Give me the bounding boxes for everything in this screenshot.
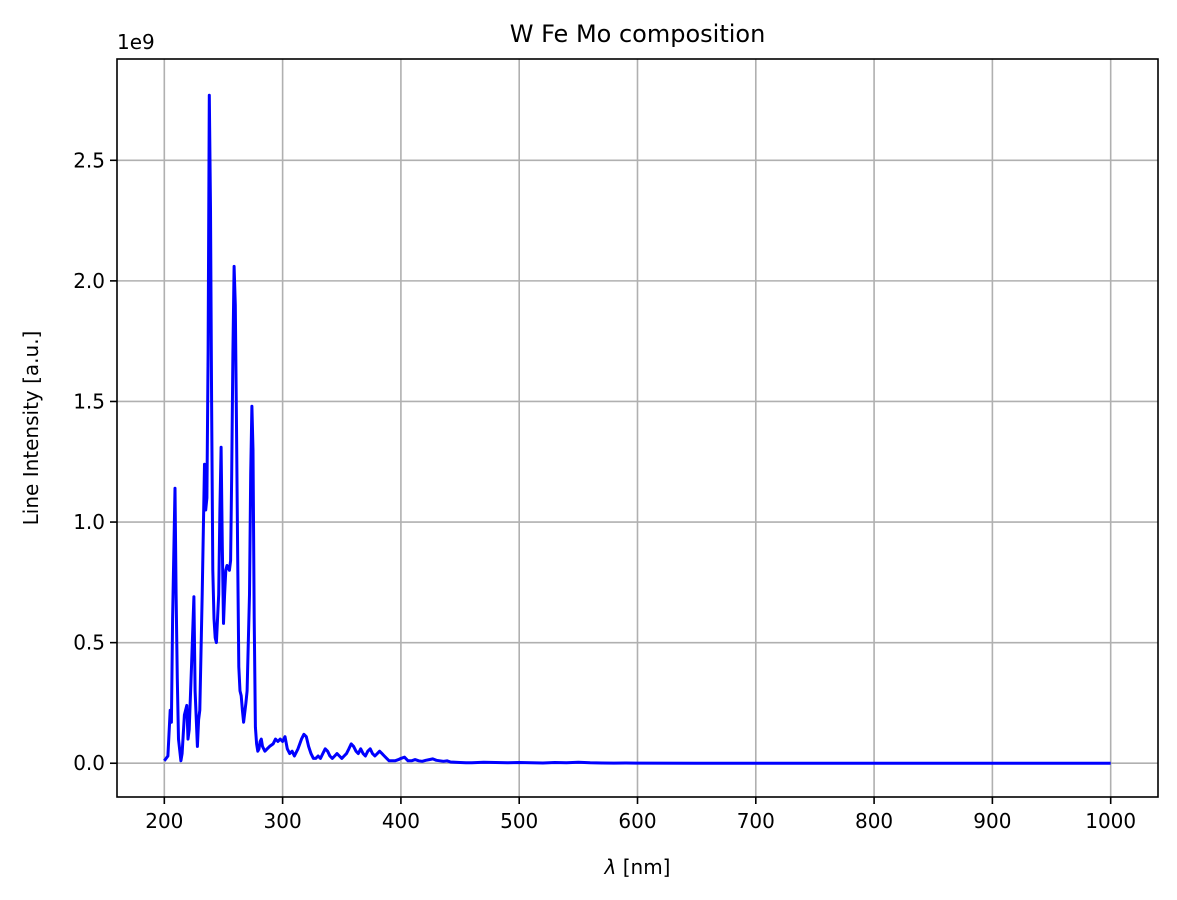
- x-axis: 200 300 400 500 600 700 800 900 1000: [145, 797, 1136, 833]
- x-tick-label: 400: [382, 809, 420, 833]
- y-tick-label: 0.0: [73, 751, 105, 775]
- x-tick-label: 700: [737, 809, 775, 833]
- x-axis-label: λ [nm]: [604, 855, 671, 879]
- y-tick-label: 2.5: [73, 148, 105, 172]
- y-tick-label: 0.5: [73, 631, 105, 655]
- x-tick-label: 500: [500, 809, 538, 833]
- x-tick-label: 1000: [1085, 809, 1136, 833]
- y-tick-label: 1.5: [73, 389, 105, 413]
- gridlines: [117, 59, 1158, 797]
- x-tick-label: 900: [973, 809, 1011, 833]
- y-offset-label: 1e9: [117, 30, 155, 54]
- x-tick-label: 600: [618, 809, 656, 833]
- y-axis-label: Line Intensity [a.u.]: [19, 331, 43, 526]
- x-axis-label-symbol: λ: [604, 855, 617, 879]
- chart-title: W Fe Mo composition: [510, 20, 766, 48]
- x-axis-label-unit: [nm]: [616, 855, 670, 879]
- x-tick-label: 200: [145, 809, 183, 833]
- y-tick-label: 2.0: [73, 269, 105, 293]
- x-tick-label: 300: [264, 809, 302, 833]
- y-tick-label: 1.0: [73, 510, 105, 534]
- series-line: [163, 93, 1111, 765]
- x-tick-label: 800: [855, 809, 893, 833]
- y-axis: 0.0 0.5 1.0 1.5 2.0 2.5: [73, 148, 117, 775]
- series-layer: [163, 93, 1111, 765]
